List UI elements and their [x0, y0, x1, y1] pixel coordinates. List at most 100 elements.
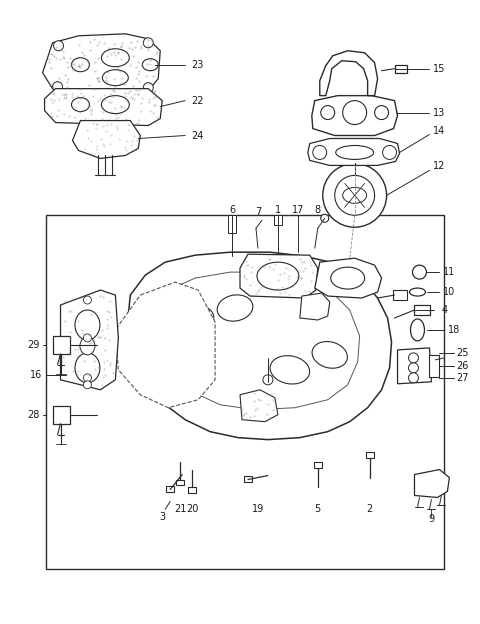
- Bar: [46, 215, 444, 569]
- Polygon shape: [315, 258, 382, 298]
- Text: 9: 9: [428, 514, 434, 524]
- Polygon shape: [415, 469, 449, 497]
- Ellipse shape: [102, 70, 128, 85]
- Ellipse shape: [72, 97, 89, 112]
- Ellipse shape: [257, 262, 299, 290]
- Text: 26: 26: [456, 361, 468, 371]
- Text: 3: 3: [159, 512, 165, 522]
- Circle shape: [323, 163, 386, 227]
- Circle shape: [144, 38, 153, 48]
- Bar: [415, 305, 431, 315]
- Text: 14: 14: [433, 125, 445, 135]
- Circle shape: [52, 82, 62, 92]
- Text: 24: 24: [191, 130, 204, 140]
- Text: 18: 18: [448, 325, 460, 335]
- Ellipse shape: [331, 267, 365, 289]
- Text: 20: 20: [186, 504, 198, 514]
- Text: 5: 5: [315, 504, 321, 514]
- Polygon shape: [240, 254, 318, 298]
- Polygon shape: [320, 51, 378, 95]
- Polygon shape: [312, 95, 397, 135]
- Ellipse shape: [177, 306, 214, 334]
- Text: 19: 19: [252, 504, 264, 514]
- Ellipse shape: [312, 341, 348, 368]
- Bar: [176, 479, 184, 485]
- Circle shape: [408, 373, 419, 383]
- Text: 12: 12: [433, 162, 445, 172]
- Circle shape: [313, 145, 327, 160]
- Polygon shape: [115, 282, 215, 407]
- Circle shape: [84, 381, 91, 389]
- Ellipse shape: [410, 319, 424, 341]
- Text: 13: 13: [433, 107, 445, 117]
- Circle shape: [84, 374, 91, 382]
- Text: 7: 7: [255, 207, 261, 217]
- Text: 2: 2: [367, 504, 373, 514]
- Circle shape: [321, 105, 335, 120]
- Ellipse shape: [75, 353, 100, 383]
- Text: 10: 10: [443, 287, 456, 297]
- Ellipse shape: [217, 295, 253, 321]
- Ellipse shape: [409, 288, 425, 296]
- Ellipse shape: [270, 356, 310, 384]
- Circle shape: [84, 296, 91, 304]
- Circle shape: [412, 265, 426, 279]
- Circle shape: [383, 145, 396, 160]
- Bar: [314, 462, 322, 467]
- Ellipse shape: [343, 187, 367, 203]
- Text: 22: 22: [191, 95, 204, 105]
- Bar: [244, 475, 252, 482]
- Text: 21: 21: [174, 504, 186, 514]
- Circle shape: [343, 100, 367, 125]
- Circle shape: [408, 353, 419, 363]
- Polygon shape: [128, 252, 392, 440]
- Text: 15: 15: [433, 64, 445, 74]
- Bar: [430, 355, 439, 377]
- Polygon shape: [397, 348, 432, 384]
- Bar: [166, 487, 174, 492]
- Bar: [395, 65, 407, 72]
- Circle shape: [374, 105, 389, 120]
- Bar: [274, 215, 282, 225]
- Ellipse shape: [336, 145, 373, 160]
- Text: 28: 28: [27, 410, 40, 420]
- Bar: [52, 406, 71, 424]
- Polygon shape: [72, 120, 140, 158]
- Polygon shape: [308, 139, 399, 165]
- Text: 16: 16: [29, 370, 42, 380]
- Polygon shape: [45, 89, 162, 125]
- Ellipse shape: [72, 58, 89, 72]
- Circle shape: [408, 363, 419, 373]
- Polygon shape: [300, 293, 330, 320]
- Text: 1: 1: [275, 205, 281, 215]
- Bar: [188, 487, 196, 494]
- Ellipse shape: [142, 59, 158, 71]
- Text: 25: 25: [456, 348, 468, 358]
- Circle shape: [54, 41, 63, 51]
- Ellipse shape: [101, 95, 129, 114]
- Polygon shape: [43, 34, 160, 97]
- Circle shape: [321, 214, 329, 222]
- Ellipse shape: [101, 49, 129, 67]
- Bar: [366, 452, 373, 457]
- Bar: [228, 215, 236, 233]
- Text: 17: 17: [292, 205, 304, 215]
- Text: 6: 6: [229, 205, 235, 215]
- Text: 27: 27: [456, 373, 468, 383]
- Bar: [393, 290, 407, 300]
- Circle shape: [335, 175, 374, 215]
- Text: 4: 4: [441, 305, 447, 315]
- Text: 11: 11: [443, 267, 456, 277]
- Text: 8: 8: [315, 205, 321, 215]
- Bar: [52, 336, 71, 354]
- Polygon shape: [60, 290, 119, 390]
- Ellipse shape: [75, 310, 100, 340]
- Polygon shape: [240, 390, 278, 422]
- Ellipse shape: [80, 337, 95, 355]
- Circle shape: [144, 82, 153, 92]
- Circle shape: [84, 334, 91, 342]
- Polygon shape: [150, 272, 360, 410]
- Circle shape: [263, 375, 273, 385]
- Text: 29: 29: [27, 340, 40, 350]
- Text: 23: 23: [191, 60, 204, 70]
